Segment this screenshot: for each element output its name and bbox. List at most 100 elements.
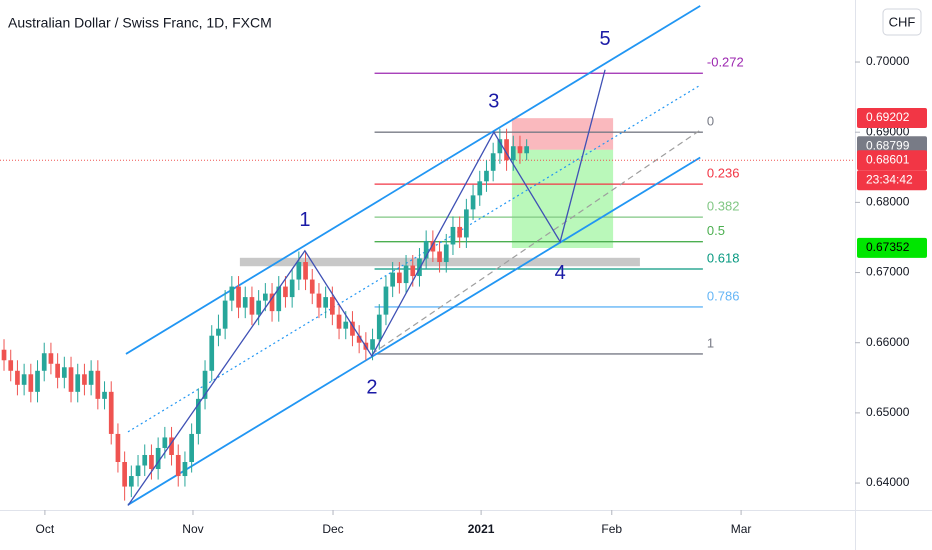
candle-body [309, 279, 315, 294]
fib-ratio: 0.786 [707, 288, 740, 303]
candle-body [202, 370, 208, 399]
candle-body [303, 262, 308, 280]
overlays: 1 2 3 4 5 [127, 28, 611, 506]
candle-body [410, 265, 416, 277]
candle-body [142, 454, 148, 466]
candle-body [149, 454, 154, 470]
candle-body [175, 454, 181, 477]
candle-body [189, 433, 194, 463]
candle-body [417, 258, 422, 277]
candle-body [490, 153, 496, 171]
wave-label: 1 [299, 209, 310, 231]
candle-body [517, 146, 523, 154]
x-tick-label: 2021 [468, 522, 495, 536]
candle-body [195, 398, 201, 434]
candle-body [343, 321, 349, 329]
candle-body [376, 314, 382, 340]
candle-body [336, 314, 342, 329]
price-tag [857, 150, 927, 171]
candle-body [135, 465, 141, 477]
price-tag [857, 237, 927, 258]
candle-body [82, 374, 87, 385]
y-tick-label: 0.70000 [866, 54, 910, 68]
candle-body [115, 433, 121, 463]
candle-body [55, 363, 60, 378]
candle-body [397, 272, 402, 284]
candle-body [162, 437, 168, 448]
candle-body [443, 244, 449, 263]
y-tick-label: 0.66000 [866, 335, 910, 349]
channel-line [125, 5, 701, 355]
price-tag [857, 108, 927, 129]
candle-body [88, 370, 94, 385]
candle-body [269, 293, 275, 312]
currency-button[interactable] [882, 8, 922, 36]
y-tick-label: 0.68000 [866, 195, 910, 209]
wave-label: 4 [555, 262, 566, 284]
candle-body [464, 209, 469, 238]
axes: 0.640000.650000.660000.670000.680000.690… [36, 54, 927, 536]
candle-body [296, 262, 302, 280]
candle-body [356, 335, 362, 343]
price-tag-label: 0.68601 [866, 152, 910, 166]
candle-body [182, 462, 188, 477]
candle-body [457, 226, 463, 238]
candle-body [222, 300, 228, 329]
wave-label: 5 [600, 28, 611, 50]
x-tick-label: Dec [322, 522, 343, 536]
fib-ratio: 1 [707, 335, 714, 350]
candle-body [216, 328, 221, 336]
candle-body [283, 286, 288, 298]
candle-body [390, 272, 396, 287]
candle-body [8, 360, 14, 371]
candle-body [350, 321, 355, 336]
candle-body [323, 297, 328, 308]
candle-body [128, 476, 134, 487]
y-tick-label: 0.67000 [866, 265, 910, 279]
channel-line [371, 129, 701, 355]
candle-body [437, 251, 442, 263]
candle-body [262, 293, 268, 301]
x-tick-label: Mar [731, 522, 752, 536]
stop-zone [511, 118, 614, 150]
candle-body [510, 146, 516, 161]
candle-body [242, 297, 248, 308]
candle-body [450, 226, 456, 245]
candle-body [15, 370, 20, 385]
candle-body [75, 374, 81, 392]
x-tick-label: Oct [36, 522, 55, 536]
candle-body [102, 391, 107, 399]
candle-body [108, 391, 114, 434]
candle-body [21, 374, 27, 385]
candle-body [209, 335, 215, 371]
candle-body [423, 240, 429, 259]
candle-body [48, 353, 54, 364]
candle-body [169, 437, 174, 455]
candle-body [256, 300, 261, 315]
candle-body [497, 139, 503, 154]
candle-body [35, 370, 40, 392]
candle-body [41, 353, 47, 371]
price-tag-label: 0.67352 [866, 240, 910, 254]
candle-body [403, 265, 409, 284]
fib-ratio: -0.272 [707, 55, 744, 70]
fib-ratio: 0.5 [707, 223, 725, 238]
wave-label: 3 [488, 90, 499, 112]
candle-body [249, 297, 255, 315]
channel-line [127, 156, 701, 506]
candle-body [95, 370, 101, 399]
candle-body [330, 297, 335, 315]
fib-ratio: 0.236 [707, 166, 740, 181]
candle-body [68, 367, 74, 392]
candle-body [430, 240, 436, 252]
candle-body [484, 170, 489, 182]
currency-label[interactable]: CHF [889, 14, 916, 29]
price-tag-label: 0.69202 [866, 110, 910, 124]
channel-line [127, 84, 701, 433]
candle-body [61, 367, 67, 378]
x-tick-label: Feb [601, 522, 622, 536]
y-tick-label: 0.64000 [866, 475, 910, 489]
candle-body [289, 279, 295, 298]
